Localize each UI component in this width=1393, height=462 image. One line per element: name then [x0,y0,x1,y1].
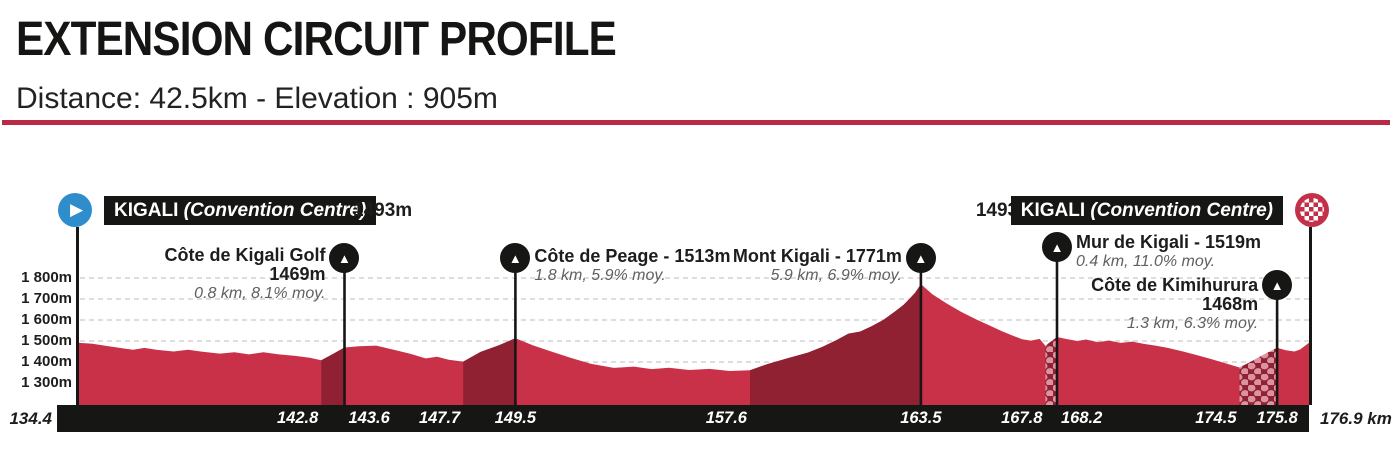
finish-location-suffix: (Convention Centre) [1090,200,1273,221]
finish-icon [1295,193,1329,227]
climb-label: Côte de Peage - 1513m 1.8 km, 5.9% moy. [534,247,730,285]
start-location-box: KIGALI (Convention Centre) [104,196,377,225]
climb-label: Côte de Kigali Golf 1469m 0.8 km, 8.1% moy… [164,246,325,303]
finish-location-name: KIGALI [1020,200,1086,221]
x-axis-bar [57,405,1309,432]
x-axis-tick-label: 157.6 [705,409,747,427]
climb-detail: 1.8 km, 5.9% moy. [534,267,666,284]
play-icon: ▶ [69,200,84,219]
y-axis-label: 1 300m [21,374,72,391]
start-location-name: KIGALI [114,200,179,221]
start-icon: ▶ [58,193,92,227]
climb-summit-icon: ▲ [905,243,936,273]
y-axis-label: 1 800m [21,269,72,286]
x-axis-tick-label: 163.5 [900,409,942,427]
start-location-suffix: (Convention Centre) [183,200,367,221]
y-axis-label: 1 600m [21,311,72,328]
climb-name: Côte de Peage - 1513m [534,246,731,266]
x-axis-tick-label: 147.7 [418,409,461,427]
climb-name: Côte de Kigali Golf [164,245,326,265]
x-axis-tick-label: 142.8 [277,409,319,427]
climb-summit-icon: ▲ [500,243,531,273]
climb-detail: 5.9 km, 6.9% moy. [770,267,902,284]
x-axis-tick-label: 176.9 km [1320,409,1392,428]
climb-detail: 0.8 km, 8.1% moy. [194,285,326,302]
start-elevation-label: 1493m [353,200,413,221]
x-axis-tick-label: 149.5 [494,409,536,427]
climb-label: Mur de Kigali - 1519m 0.4 km, 11.0% moy. [1076,233,1261,271]
climb-label: Côte de Kimihurura 1468m 1.3 km, 6.3% moy. [1091,276,1258,333]
climb-detail: 0.4 km, 11.0% moy. [1076,253,1216,270]
climb-summit-icon: ▲ [329,243,360,273]
title-divider [2,120,1390,125]
y-axis-label: 1 500m [21,332,72,349]
climb-altitude: 1468m [1202,294,1259,314]
climb-detail: 1.3 km, 6.3% moy. [1126,315,1259,332]
x-axis-tick-label: 175.8 [1256,409,1298,427]
page-subtitle: Distance: 42.5km - Elevation : 905m [16,82,498,115]
x-axis-tick-label: 167.8 [1001,409,1043,427]
checkered-flag-icon [1300,198,1324,222]
climb-name: Mur de Kigali - 1519m [1076,232,1262,252]
climb-altitude: 1469m [269,264,326,284]
page-title: EXTENSION CIRCUIT PROFILE [16,13,617,66]
start-marker: ▶ [58,193,92,227]
finish-location-box: KIGALI (Convention Centre) [1010,196,1283,225]
climb-summit-icon: ▲ [1262,270,1293,300]
y-axis-label: 1 700m [21,290,72,307]
x-axis-tick-label: 134.4 [9,409,52,428]
x-axis-tick-label: 174.5 [1195,409,1237,427]
y-axis-label: 1 400m [21,353,72,370]
climb-name: Côte de Kimihurura [1091,275,1259,295]
climb-label: Mont Kigali - 1771m 5.9 km, 6.9% moy. [733,247,902,285]
climb-name: Mont Kigali - 1771m [732,246,902,266]
climb-summit-icon: ▲ [1042,232,1072,262]
x-axis-tick-label: 143.6 [348,409,390,427]
x-axis-tick-label: 168.2 [1061,409,1103,427]
